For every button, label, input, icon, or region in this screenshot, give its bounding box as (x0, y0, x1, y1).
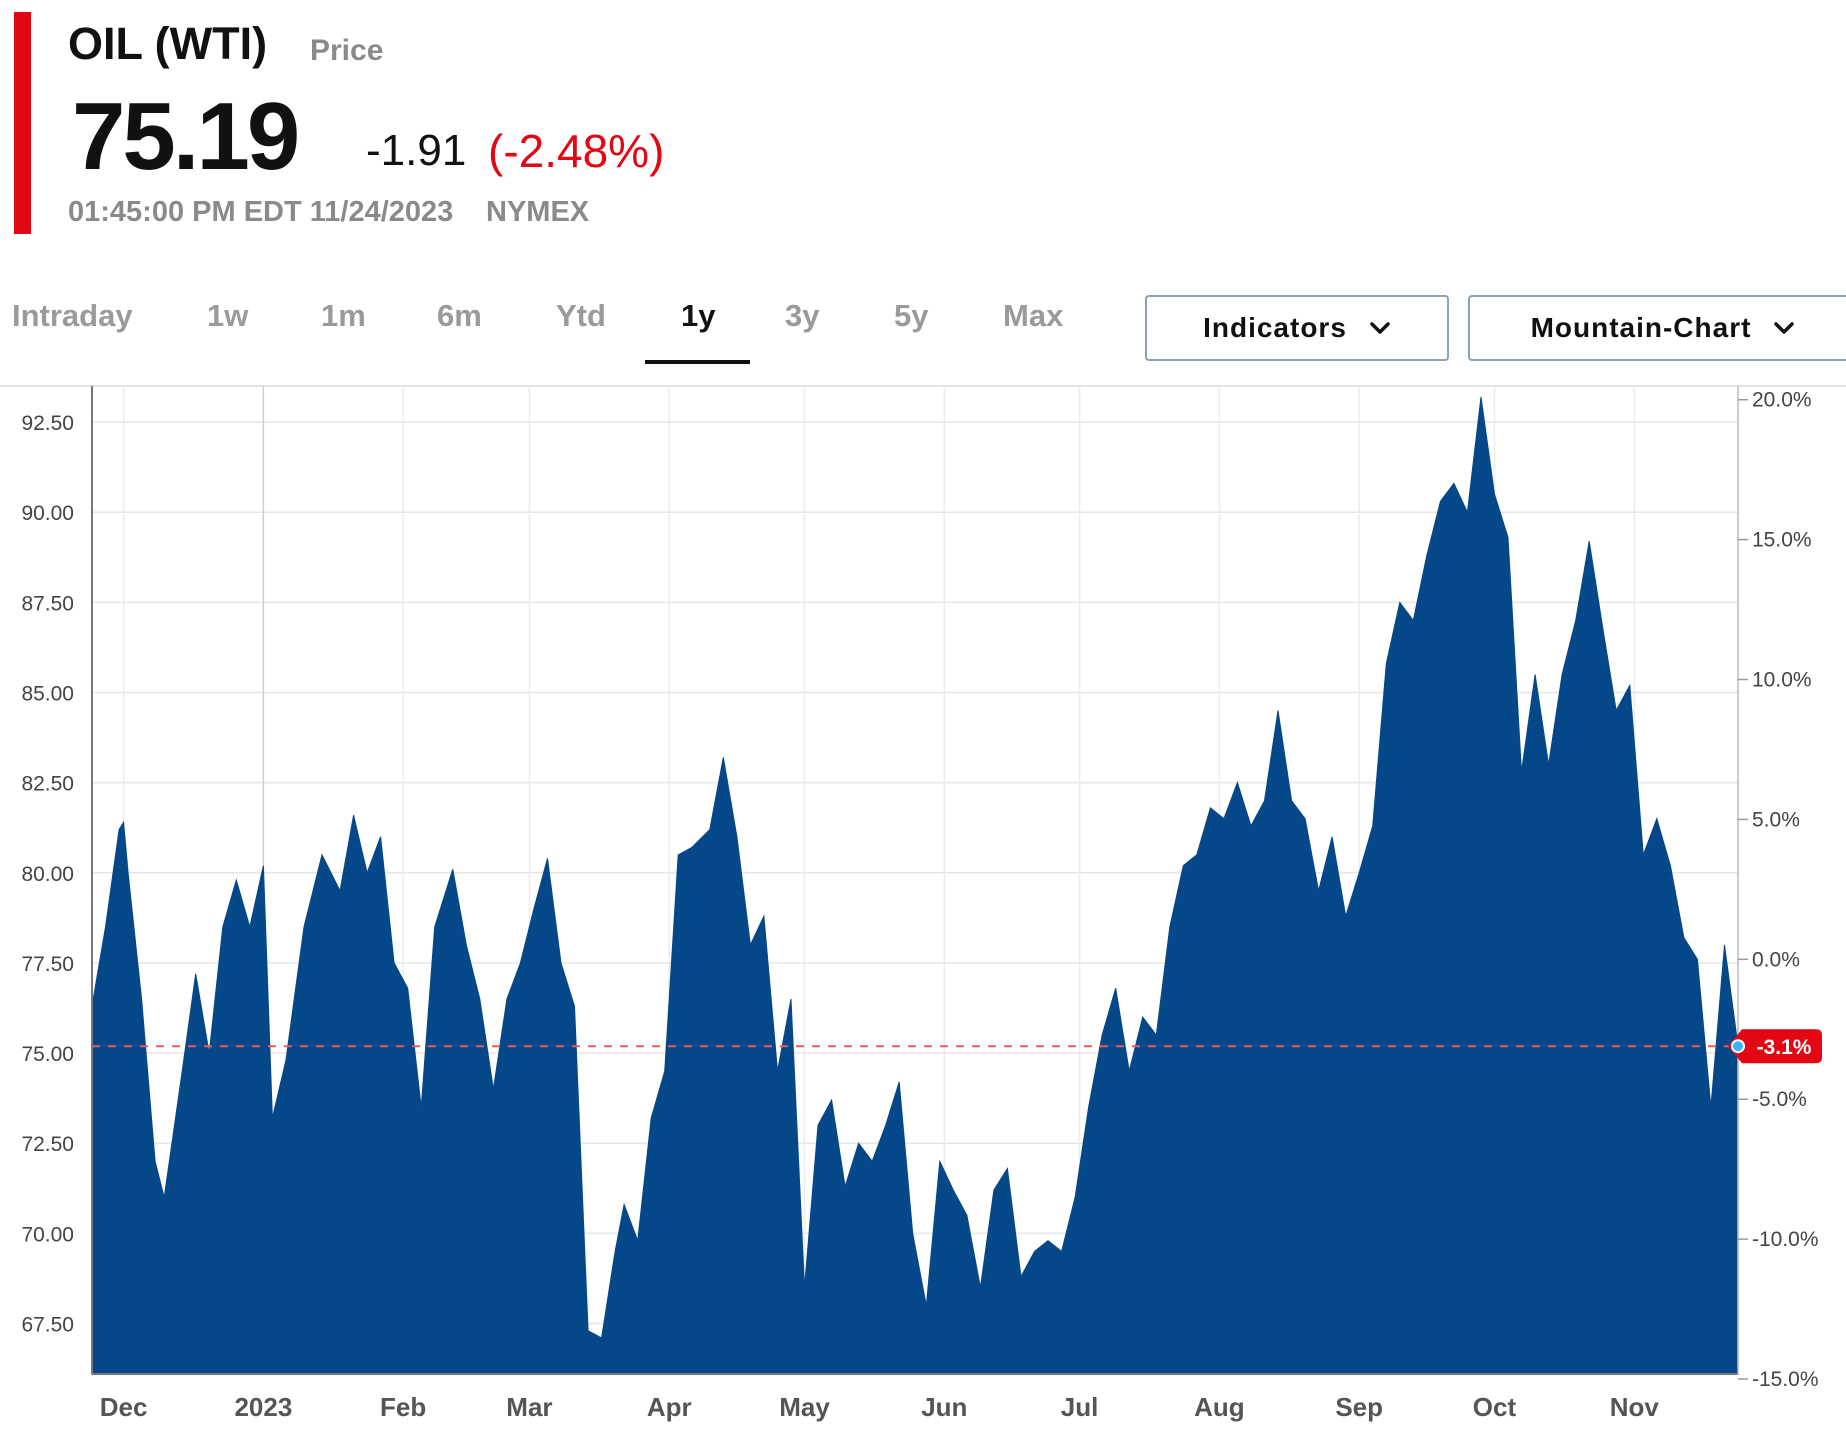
current-change-badge (1728, 1029, 1822, 1064)
chevron-down-icon (1370, 322, 1390, 334)
current-change-badge-label: -3.1% (1757, 1036, 1812, 1059)
tab-6m[interactable]: 6m (437, 298, 482, 333)
y-tick-label: 92.50 (21, 412, 74, 435)
x-tick-label: Sep (1335, 1392, 1383, 1422)
price-area (91, 396, 1739, 1375)
tab-5y[interactable]: 5y (894, 298, 929, 333)
price-change: -1.91 (366, 126, 467, 175)
y-tick-label: 82.50 (21, 773, 74, 796)
x-tick-label: Jul (1061, 1392, 1099, 1422)
exchange-label: NYMEX (486, 196, 590, 228)
indicators-label: Indicators (1203, 312, 1347, 343)
tab-1y[interactable]: 1y (681, 298, 716, 333)
y2-tick-label: -10.0% (1752, 1228, 1819, 1251)
y2-tick-label: 5.0% (1752, 808, 1800, 831)
y2-tick-label: 20.0% (1752, 389, 1812, 412)
quote-timestamp: 01:45:00 PM EDT 11/24/2023 (68, 196, 454, 228)
y2-tick-label: 10.0% (1752, 669, 1812, 692)
tab-1w[interactable]: 1w (207, 298, 249, 333)
instrument-title: OIL (WTI) (68, 18, 268, 69)
y2-tick-label: -5.0% (1752, 1088, 1807, 1111)
tab-max[interactable]: Max (1003, 298, 1064, 333)
x-tick-label: Feb (380, 1392, 426, 1422)
x-tick-label: 2023 (234, 1392, 292, 1422)
y2-tick-label: -15.0% (1752, 1368, 1819, 1391)
x-tick-label: Apr (647, 1392, 692, 1422)
x-tick-label: Jun (921, 1392, 967, 1422)
x-tick-label: Oct (1473, 1392, 1517, 1422)
y-tick-label: 75.00 (21, 1043, 74, 1066)
tab-intraday[interactable]: Intraday (12, 298, 133, 333)
tab-ytd[interactable]: Ytd (556, 298, 606, 333)
y-tick-label: 80.00 (21, 863, 74, 886)
price-area-chart[interactable]: 67.50 70.00 72.50 75.00 77.50 80.00 82.50 85.00… (0, 386, 1846, 1444)
x-tick-label: May (779, 1392, 830, 1422)
x-tick-label: Mar (506, 1392, 552, 1422)
y-tick-label: 87.50 (21, 592, 74, 615)
active-tab-indicator (645, 360, 750, 364)
y-tick-label: 90.00 (21, 502, 74, 525)
y2-tick-label: 0.0% (1752, 948, 1800, 971)
chevron-down-icon (1774, 322, 1795, 334)
toolbar-divider (0, 385, 1846, 387)
current-point-marker (1731, 1039, 1745, 1054)
accent-bar (14, 12, 31, 234)
chart-type-label: Mountain-Chart (1530, 312, 1752, 343)
y-tick-label: 72.50 (21, 1133, 74, 1156)
y-tick-label: 67.50 (21, 1314, 74, 1337)
x-tick-label: Aug (1194, 1392, 1245, 1422)
last-price: 75.19 (72, 83, 300, 190)
tab-3y[interactable]: 3y (785, 298, 820, 333)
x-tick-label: Dec (100, 1392, 148, 1422)
price-change-percent: (-2.48%) (488, 125, 665, 177)
y-tick-label: 70.00 (21, 1223, 74, 1246)
x-tick-label: Nov (1610, 1392, 1660, 1422)
tab-1m[interactable]: 1m (321, 298, 366, 333)
indicators-dropdown[interactable]: Indicators (1145, 295, 1449, 361)
y-tick-label: 77.50 (21, 953, 74, 976)
chart-type-dropdown[interactable]: Mountain-Chart (1468, 295, 1846, 361)
y-tick-label: 85.00 (21, 682, 74, 705)
y2-tick-label: 15.0% (1752, 529, 1812, 552)
instrument-subtitle: Price (310, 34, 384, 67)
